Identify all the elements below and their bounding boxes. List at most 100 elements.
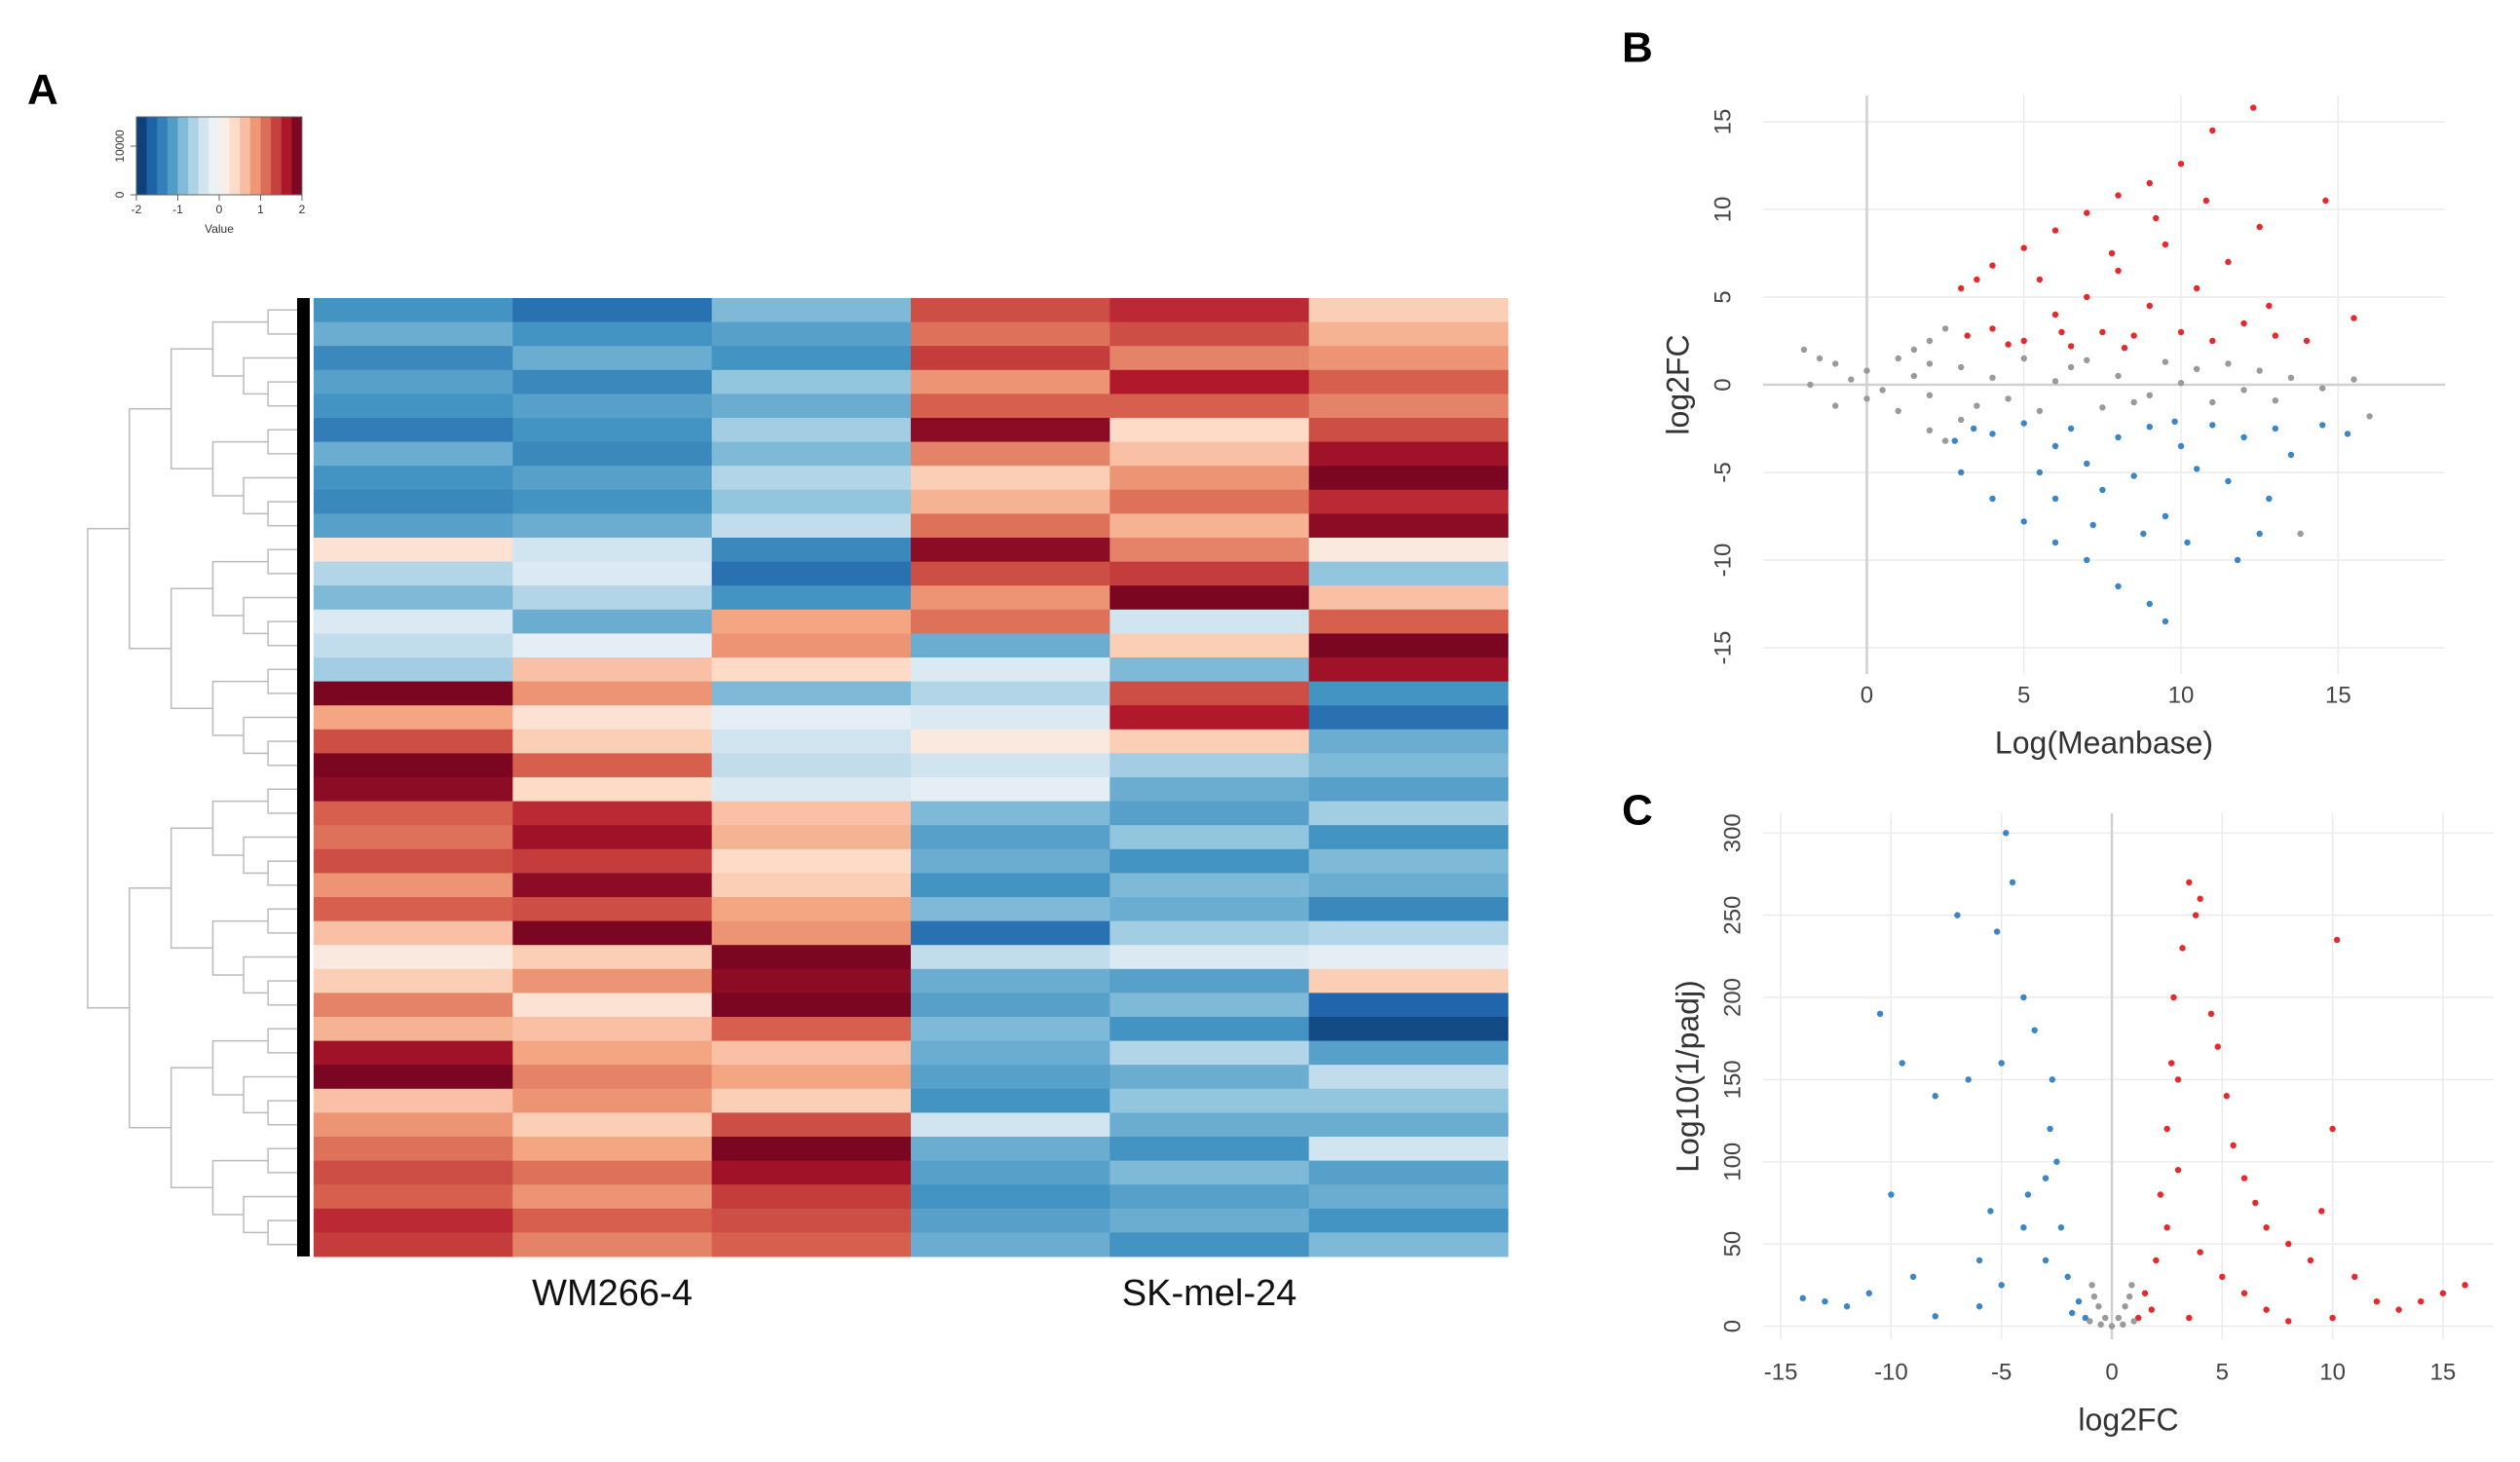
point — [1958, 363, 1965, 371]
point — [1958, 469, 1965, 476]
heat-cell — [512, 1184, 713, 1210]
point — [2051, 311, 2059, 319]
point — [2177, 161, 2185, 168]
point — [2049, 1076, 2056, 1083]
y-tick-label: 100 — [1719, 1143, 1746, 1181]
heat-cell — [1308, 920, 1509, 946]
heat-cell — [314, 777, 513, 803]
point — [2318, 422, 2326, 429]
point — [2177, 380, 2185, 387]
heat-cell — [1110, 1065, 1310, 1090]
point — [2130, 398, 2137, 406]
point — [1831, 402, 1839, 409]
point — [2064, 1273, 2071, 1281]
point — [2122, 1303, 2128, 1310]
heat-cell — [1308, 394, 1509, 419]
point — [1863, 395, 1870, 402]
point — [1970, 425, 1977, 432]
point — [2084, 356, 2090, 363]
heat-cell — [314, 825, 513, 850]
point — [2272, 425, 2279, 432]
y-tick-label: -10 — [1710, 544, 1736, 578]
heat-cell — [512, 1160, 713, 1185]
point — [2148, 1306, 2155, 1313]
x-tick-label: 15 — [2430, 1359, 2457, 1385]
heat-cell — [512, 1017, 713, 1042]
x-tick-label: -15 — [1764, 1359, 1798, 1385]
dendrogram-branch — [211, 560, 269, 617]
point — [2252, 1199, 2259, 1207]
point — [2266, 495, 2273, 503]
heat-cell — [1308, 993, 1509, 1018]
dendrogram-branch — [87, 528, 130, 1009]
x-tick-label: 0 — [1861, 682, 1873, 708]
point — [1993, 928, 2001, 935]
heat-cell — [512, 418, 713, 443]
heat-cell — [711, 1112, 912, 1138]
heat-cell — [911, 418, 1110, 443]
y-tick-label: -5 — [1710, 462, 1736, 482]
heat-cell — [314, 609, 513, 634]
point — [1895, 407, 1901, 415]
color-key-swatch — [167, 117, 178, 195]
heat-cell — [1308, 1065, 1509, 1090]
heat-cell — [1110, 705, 1310, 731]
point — [2153, 214, 2160, 222]
heat-cell — [1110, 1232, 1310, 1257]
y-tick-label: 0 — [1719, 1320, 1746, 1332]
color-key-tick-label: 2 — [299, 203, 306, 216]
point — [2256, 223, 2263, 231]
heat-cell — [1308, 346, 1509, 371]
point — [2272, 397, 2279, 404]
point — [2162, 512, 2169, 520]
point — [2051, 495, 2059, 503]
color-key-swatch — [240, 117, 251, 195]
dendrogram-branch — [211, 320, 269, 377]
point — [1888, 1191, 1895, 1198]
point — [2108, 249, 2116, 257]
heat-cell — [711, 441, 912, 467]
heat-cell — [314, 657, 513, 683]
dendrogram-branch — [243, 956, 310, 994]
heat-cell — [512, 633, 713, 658]
point — [2234, 556, 2241, 564]
y-axis-title: Log10(1/padj) — [1670, 980, 1705, 1172]
point — [2209, 337, 2216, 345]
heat-cell — [711, 418, 912, 443]
heat-cell — [1308, 418, 1509, 443]
heat-cell — [711, 513, 912, 539]
heat-cell — [512, 466, 713, 491]
heat-cell — [314, 993, 513, 1018]
point — [2462, 1282, 2468, 1289]
point — [1910, 346, 1918, 354]
point — [1910, 372, 1918, 380]
point — [2146, 600, 2153, 608]
point — [2285, 1240, 2292, 1248]
color-key-swatch — [271, 117, 282, 195]
heat-cell — [911, 1040, 1110, 1066]
point — [1895, 355, 1901, 362]
y-tick-label: 300 — [1719, 813, 1746, 852]
heat-cell — [911, 1088, 1110, 1113]
dendrogram-branch — [169, 348, 213, 470]
heat-cell — [711, 777, 912, 803]
x-axis-title: log2FC — [2078, 1402, 2178, 1437]
point — [1998, 1060, 2005, 1067]
x-tick-label: 10 — [2168, 682, 2195, 708]
point — [2197, 895, 2203, 902]
heat-cell — [1110, 657, 1310, 683]
heat-cell — [1110, 1208, 1310, 1233]
heat-cell — [314, 873, 513, 898]
point — [2162, 358, 2169, 365]
heat-cell — [1308, 561, 1509, 586]
point — [2373, 1297, 2381, 1305]
heat-cell — [711, 920, 912, 946]
heat-cell — [711, 1017, 912, 1042]
x-tick-label: -5 — [1991, 1359, 2012, 1385]
heat-cell — [1308, 1184, 1509, 1210]
heat-cell — [1308, 657, 1509, 683]
heat-cell — [1110, 729, 1310, 754]
heat-cell — [911, 897, 1110, 922]
heat-cell — [314, 848, 513, 874]
heat-cell — [911, 1065, 1110, 1090]
